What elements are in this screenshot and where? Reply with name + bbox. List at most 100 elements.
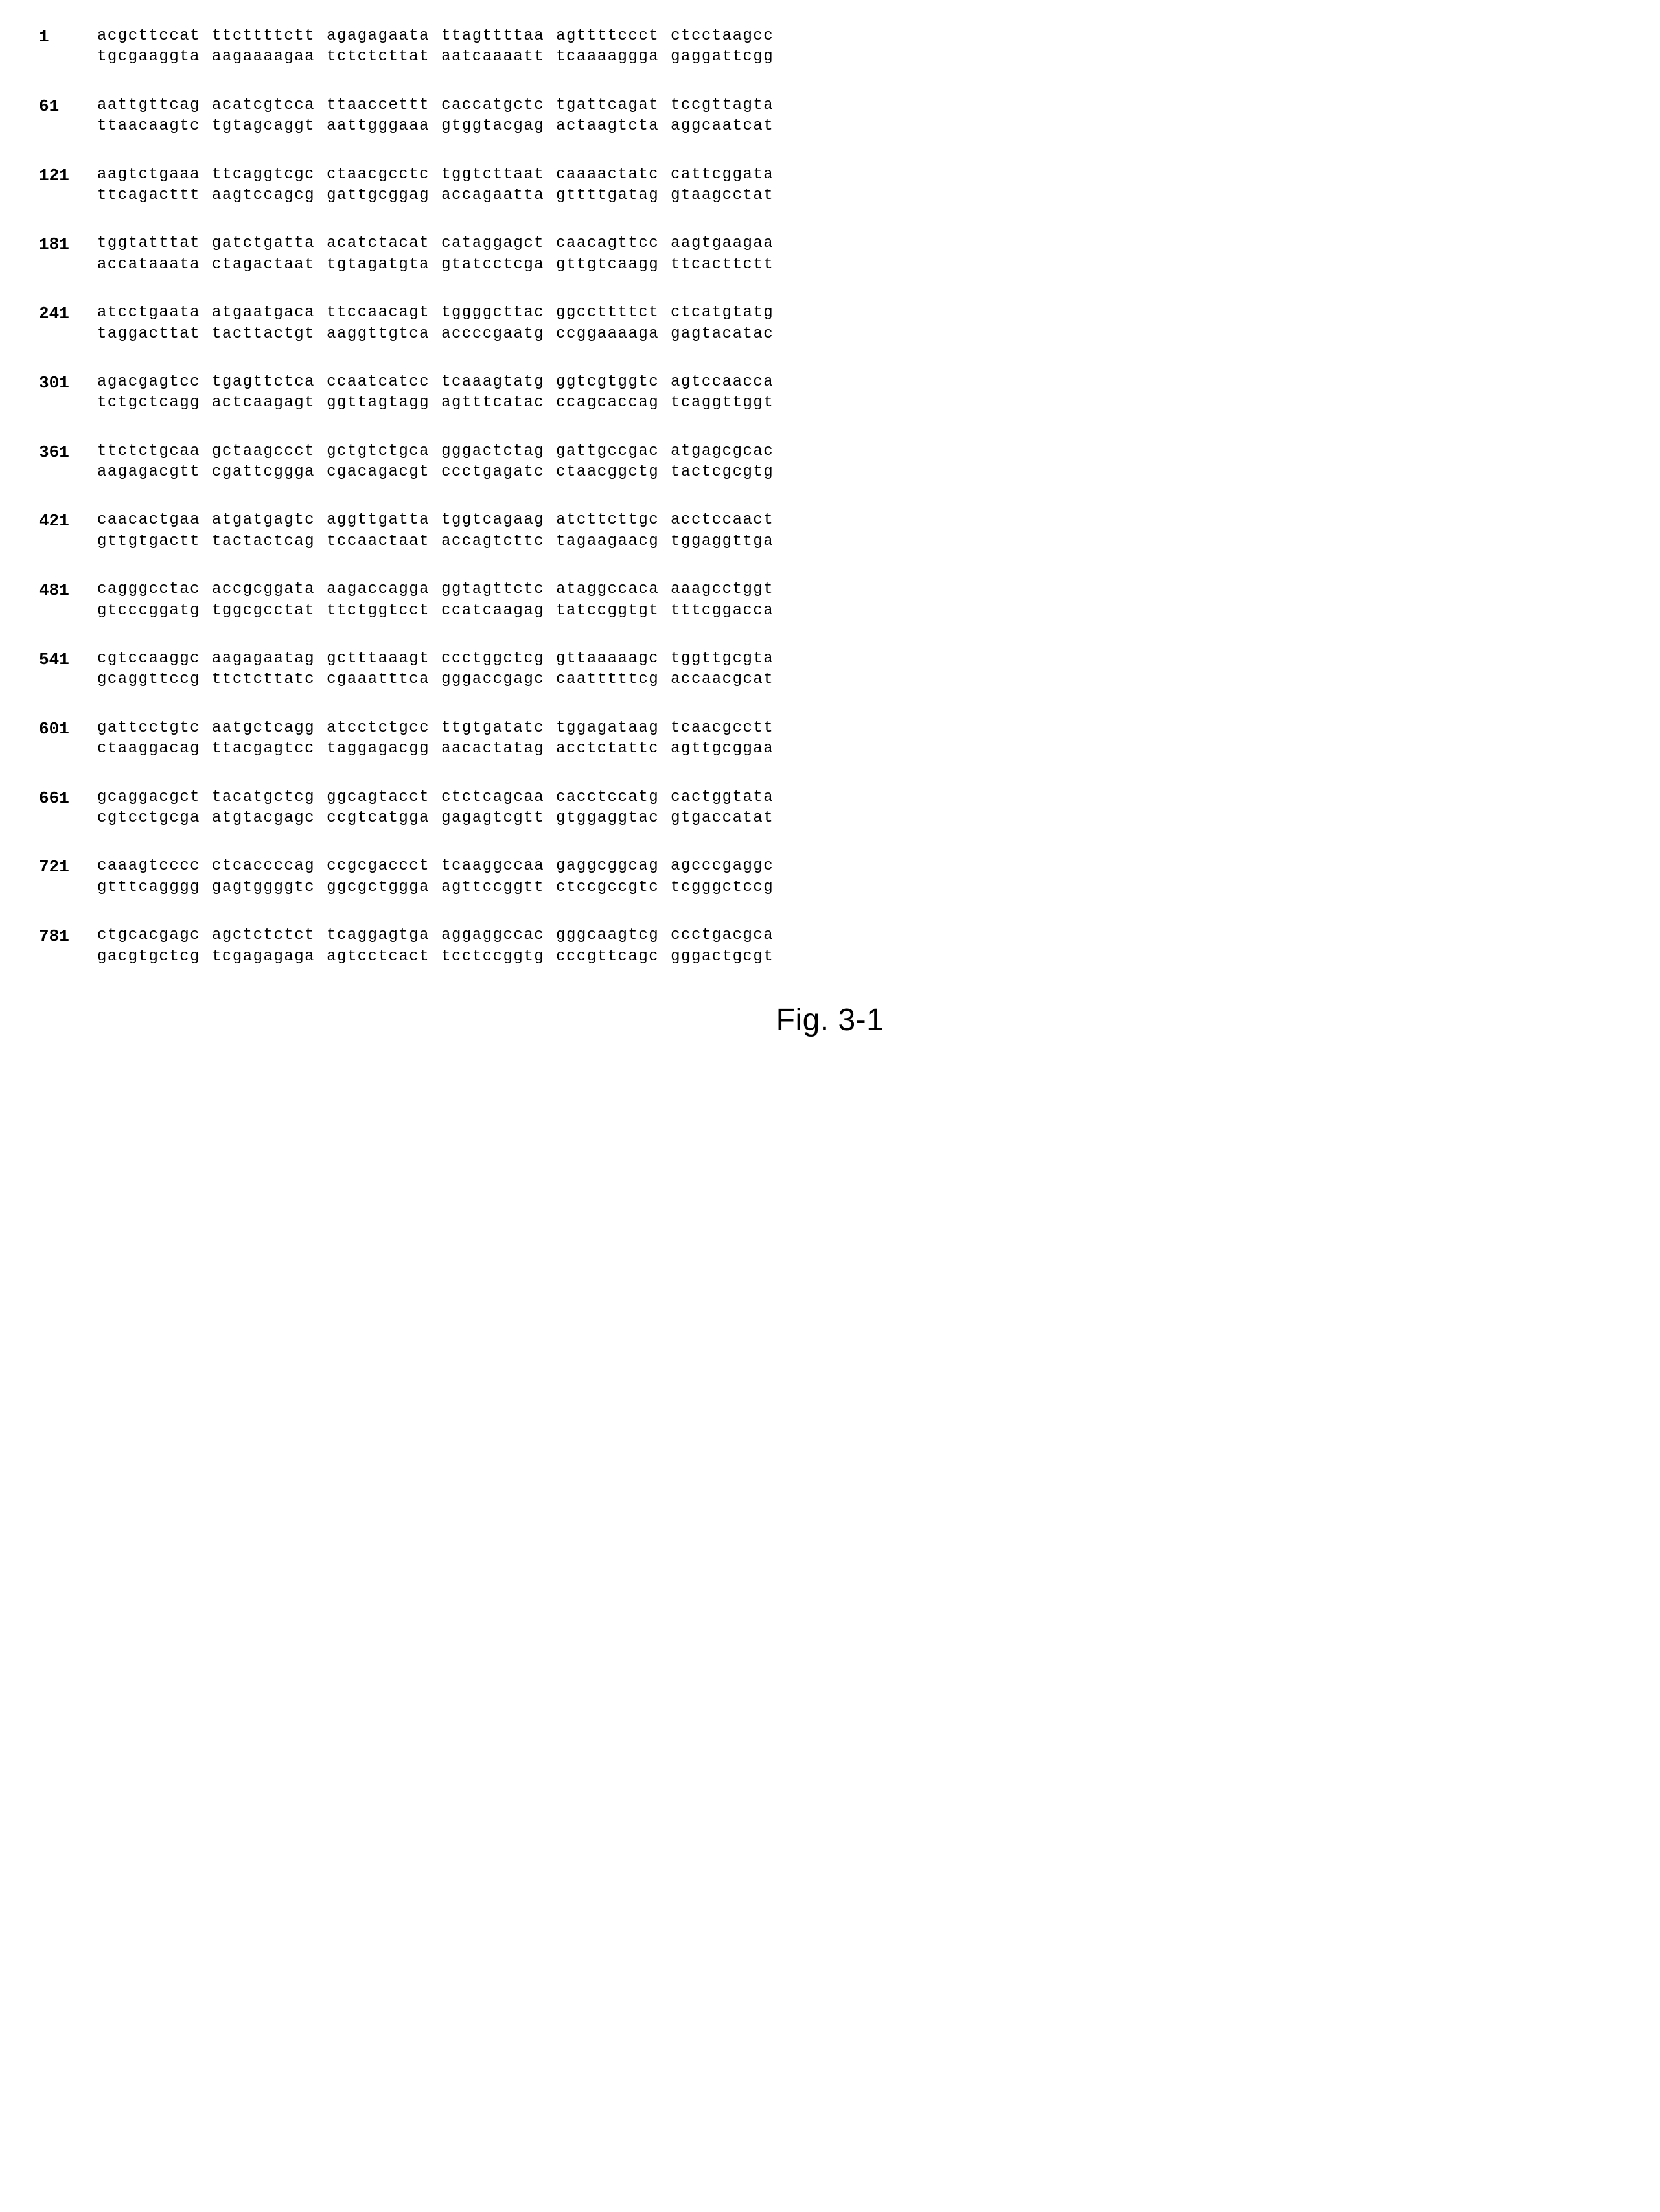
sequence-chunk: tccaactaat <box>327 531 430 552</box>
sequence-chunk: atgaatgaca <box>212 303 315 323</box>
sequence-chunk: tcctccggtg <box>441 947 544 967</box>
sequence-chunk: ttccaacagt <box>327 303 430 323</box>
position-number: 661 <box>39 787 97 829</box>
sequence-chunk: tatccggtgt <box>556 601 659 621</box>
bottom-strand: tgcgaaggtaaagaaaagaatctctcttataatcaaaatt… <box>97 47 774 67</box>
sequence-chunk: gattgcggag <box>327 185 430 206</box>
top-strand: aattgttcagacatcgtccattaaccetttcaccatgctc… <box>97 95 774 116</box>
sequence-block: 541cgtccaaggcaagagaataggctttaaagtccctggc… <box>39 649 1621 691</box>
sequence-chunk: atcctgaata <box>97 303 200 323</box>
sequence-chunk: ttctcttatc <box>212 669 315 690</box>
sequence-chunk: ttctctgcaa <box>97 441 200 462</box>
sequence-chunk: ctcatgtatg <box>671 303 774 323</box>
sequence-chunk: gcaggacgct <box>97 787 200 808</box>
sequence-chunk: atcctctgcc <box>327 718 430 739</box>
sequence-chunk: caacagttcc <box>556 233 659 254</box>
sequence-chunk: agtccaacca <box>671 372 774 393</box>
bottom-strand: gacgtgctcg tcgagagaga agtcctcact tcctccggtg… <box>97 947 774 967</box>
sequence-chunk: agttttccct <box>556 26 659 47</box>
top-strand: caacactgaaatgatgagtcaggttgattatggtcagaag… <box>97 510 774 531</box>
sequence-chunk: ccctgacgca <box>671 925 774 946</box>
sequence-chunk: aaggttgtca <box>327 324 430 345</box>
sequence-chunk: ctaaggacag <box>97 739 200 759</box>
sequence-chunk: atgatgagtc <box>212 510 315 531</box>
sequence-chunk: cattcggata <box>671 165 774 185</box>
sequence-chunk: atgagcgcac <box>671 441 774 462</box>
position-number: 541 <box>39 649 97 691</box>
sequence-chunk: ccaatcatcc <box>327 372 430 393</box>
sequence-chunk: accaacgcat <box>671 669 774 690</box>
sequence-chunk: ggttagtagg <box>327 393 430 413</box>
strand-pair: caacactgaaatgatgagtcaggttgattatggtcagaag… <box>97 510 774 552</box>
top-strand: cgtccaaggcaagagaataggctttaaagtccctggctcg… <box>97 649 774 669</box>
sequence-chunk: ccggaaaaga <box>556 324 659 345</box>
sequence-block: 661gcaggacgcttacatgctcgggcagtacctctctcag… <box>39 787 1621 829</box>
sequence-chunk: acatcgtcca <box>212 95 315 116</box>
sequence-chunk: gtcccggatg <box>97 601 200 621</box>
sequence-chunk: ctagactaat <box>212 255 315 275</box>
bottom-strand: accataaatactagactaattgtagatgtagtatcctcga… <box>97 255 774 275</box>
sequence-chunk: gggactctag <box>441 441 544 462</box>
sequence-chunk: gagtacatac <box>671 324 774 345</box>
sequence-chunk: gttttgatag <box>556 185 659 206</box>
sequence-chunk: gagagtcgtt <box>441 808 544 829</box>
sequence-chunk: gtggaggtac <box>556 808 659 829</box>
sequence-chunk: caacactgaa <box>97 510 200 531</box>
top-strand: cagggcctacaccgcggataaagaccaggaggtagttctc… <box>97 579 774 600</box>
top-strand: ttctctgcaagctaagccctgctgtctgcagggactctag… <box>97 441 774 462</box>
sequence-chunk: tttcggacca <box>671 601 774 621</box>
sequence-chunk: ccgtcatgga <box>327 808 430 829</box>
sequence-chunk: ttctggtcct <box>327 601 430 621</box>
sequence-chunk: ctgcacgagc <box>97 925 200 946</box>
position-number: 241 <box>39 303 97 345</box>
sequence-chunk: tcgagagaga <box>212 947 315 967</box>
sequence-chunk: taggacttat <box>97 324 200 345</box>
strand-pair: agacgagtcctgagttctcaccaatcatcctcaaagtatg… <box>97 372 774 414</box>
sequence-chunk: ggtagttctc <box>441 579 544 600</box>
sequence-chunk: gtgaccatat <box>671 808 774 829</box>
sequence-chunk: ttaaccettt <box>327 95 430 116</box>
sequence-chunk: acctccaact <box>671 510 774 531</box>
sequence-chunk: tggttgcgta <box>671 649 774 669</box>
sequence-chunk: gggaccgagc <box>441 669 544 690</box>
sequence-block: 481cagggcctacaccgcggataaagaccaggaggtagtt… <box>39 579 1621 621</box>
sequence-chunk: ctccgccgtc <box>556 877 659 898</box>
sequence-chunk: gtggtacgag <box>441 116 544 137</box>
sequence-chunk: cactggtata <box>671 787 774 808</box>
sequence-block: 241atcctgaataatgaatgacattccaacagttggggct… <box>39 303 1621 345</box>
sequence-chunk: actaagtcta <box>556 116 659 137</box>
sequence-chunk: gctttaaagt <box>327 649 430 669</box>
sequence-chunk: agtcctcact <box>327 947 430 967</box>
sequence-chunk: gtttcagggg <box>97 877 200 898</box>
sequence-chunk: aaagcctggt <box>671 579 774 600</box>
sequence-chunk: tcaaagtatg <box>441 372 544 393</box>
position-number: 61 <box>39 95 97 137</box>
sequence-chunk: acatctacat <box>327 233 430 254</box>
sequence-chunk: gaggcggcag <box>556 856 659 877</box>
sequence-chunk: gatctgatta <box>212 233 315 254</box>
sequence-chunk: ttgtgatatc <box>441 718 544 739</box>
sequence-chunk: aagtccagcg <box>212 185 315 206</box>
sequence-chunk: gacgtgctcg <box>97 947 200 967</box>
top-strand: atcctgaataatgaatgacattccaacagttggggcttac… <box>97 303 774 323</box>
top-strand: acgcttccatttcttttcttagagagaatattagttttaa… <box>97 26 774 47</box>
sequence-chunk: agacgagtcc <box>97 372 200 393</box>
sequence-block: 121aagtctgaaattcaggtcgcctaacgcctctggtctt… <box>39 165 1621 207</box>
sequence-chunk: cgacagacgt <box>327 462 430 483</box>
sequence-chunk: cgtcctgcga <box>97 808 200 829</box>
sequence-chunk: tcaaaaggga <box>556 47 659 67</box>
sequence-chunk: agctctctct <box>212 925 315 946</box>
sequence-chunk: ggtcgtggtc <box>556 372 659 393</box>
bottom-strand: ttcagactttaagtccagcggattgcggagaccagaatta… <box>97 185 774 206</box>
top-strand: gcaggacgcttacatgctcgggcagtacctctctcagcaa… <box>97 787 774 808</box>
sequence-chunk: ctcaccccag <box>212 856 315 877</box>
sequence-chunk: tggtatttat <box>97 233 200 254</box>
sequence-chunk: tacttactgt <box>212 324 315 345</box>
top-strand: aagtctgaaattcaggtcgcctaacgcctctggtcttaat… <box>97 165 774 185</box>
position-number: 121 <box>39 165 97 207</box>
sequence-chunk: gggactgcgt <box>671 947 774 967</box>
strand-pair: ttctctgcaagctaagccctgctgtctgcagggactctag… <box>97 441 774 483</box>
strand-pair: acgcttccatttcttttcttagagagaatattagttttaa… <box>97 26 774 68</box>
position-number: 181 <box>39 233 97 275</box>
sequence-chunk: ccatcaagag <box>441 601 544 621</box>
